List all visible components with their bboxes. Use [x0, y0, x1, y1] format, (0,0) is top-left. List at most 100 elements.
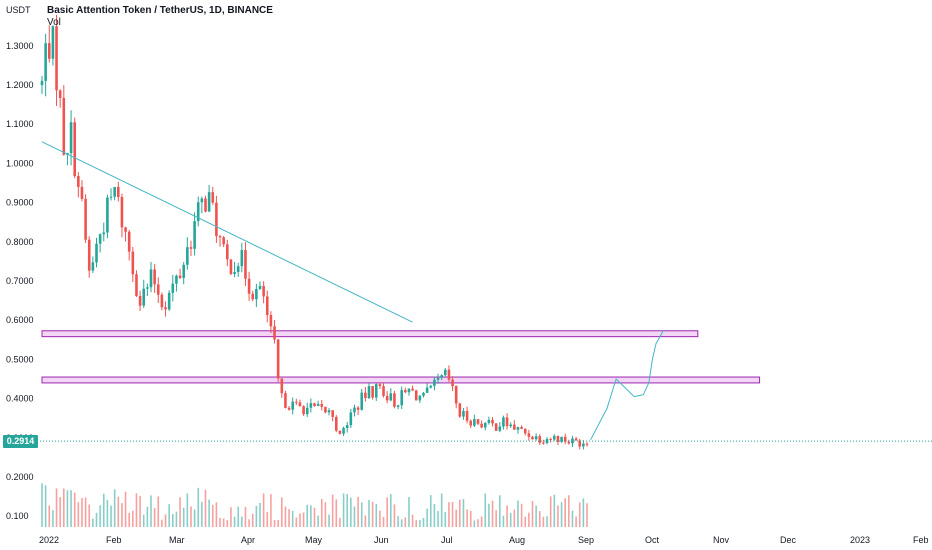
volume-bar — [459, 499, 461, 527]
candle-body — [338, 430, 342, 434]
volume-bar — [317, 515, 319, 527]
volume-bar — [320, 498, 323, 527]
volume-bar — [172, 514, 174, 527]
volume-bar — [477, 519, 479, 527]
y-axis: 0.1000.20000.30000.40000.50000.60000.700… — [6, 41, 34, 521]
volume-bar — [433, 503, 436, 527]
candle-body — [51, 26, 55, 59]
volume-bar — [553, 494, 556, 527]
candle-body — [563, 436, 567, 442]
volume-bar — [357, 496, 359, 527]
x-tick-label: Apr — [241, 535, 255, 545]
volume-bar — [549, 496, 552, 527]
chart-title: Basic Attention Token / TetherUS, 1D, BI… — [47, 5, 273, 16]
price-zone-1 — [41, 330, 699, 338]
volume-bar — [95, 512, 98, 527]
volume-bar — [517, 500, 519, 527]
price-unit-label: USDT — [6, 5, 31, 15]
candle-body — [556, 436, 560, 442]
volume-bar — [52, 510, 54, 527]
candle-body — [444, 369, 447, 376]
candle-body — [320, 403, 324, 407]
candle-body — [80, 186, 84, 199]
volume-bar — [70, 490, 72, 527]
candle-body — [276, 339, 280, 379]
candle-body — [574, 438, 578, 441]
candle-body — [222, 237, 225, 245]
descending-trendline — [41, 141, 413, 323]
candle-body — [291, 401, 294, 410]
candle-body — [393, 393, 396, 407]
volume-bar — [466, 509, 468, 527]
candle-body — [47, 43, 51, 59]
volume-bar — [197, 487, 200, 527]
volume-bar — [204, 489, 207, 527]
candle-body — [186, 247, 189, 265]
volume-bar — [488, 503, 490, 527]
candle-body — [560, 436, 563, 442]
x-tick-label: Feb — [106, 535, 122, 545]
candle-body — [483, 422, 487, 428]
volume-bar — [84, 497, 87, 527]
volume-bar — [117, 496, 120, 527]
x-tick-label: Dec — [780, 535, 797, 545]
y-tick-label: 1.0000 — [6, 158, 34, 168]
candle-body — [269, 315, 273, 327]
drawings — [40, 141, 932, 442]
candle-body — [302, 406, 305, 415]
candle-body — [182, 264, 185, 278]
candle-body — [244, 250, 247, 279]
candle-body — [462, 410, 465, 417]
current-price-badge: 0.2914 — [3, 435, 38, 448]
candle-body — [40, 80, 44, 85]
candle-body — [273, 326, 276, 340]
volume-bar — [73, 492, 76, 527]
candle-body — [138, 295, 142, 306]
candle-body — [538, 436, 542, 443]
volume-bar — [462, 499, 465, 527]
volume-bar — [273, 519, 276, 527]
volume-bar — [233, 516, 236, 527]
volume-bar — [404, 517, 407, 527]
candle-body — [91, 262, 95, 271]
candle-body — [142, 288, 146, 306]
volume-bar — [546, 516, 548, 527]
volume-bar — [411, 514, 414, 527]
candle-body — [331, 410, 334, 417]
volume-bar — [524, 516, 527, 527]
volume-bar — [542, 516, 545, 527]
candle-body — [131, 251, 135, 275]
candle-body — [327, 410, 331, 413]
candle-body — [360, 392, 364, 410]
candle-body — [473, 419, 476, 426]
candle-body — [58, 90, 62, 99]
volume-bar — [382, 517, 385, 527]
projection-path — [590, 330, 664, 441]
candle-body — [258, 285, 262, 289]
volume-bar — [324, 502, 327, 527]
volume-bar — [182, 507, 185, 527]
volume-bar — [437, 510, 439, 527]
volume-bar — [132, 510, 134, 527]
volume-bar — [241, 516, 243, 527]
candle-body — [349, 412, 353, 426]
volume-bar — [339, 517, 341, 527]
candle-body — [189, 247, 193, 249]
volume-bar — [400, 519, 403, 527]
candle-body — [447, 369, 451, 380]
volume-bar — [538, 511, 541, 527]
volume-bar — [179, 497, 181, 527]
support-resistance-zones — [41, 330, 761, 384]
volume-bar — [368, 499, 370, 527]
volume-bar — [237, 506, 239, 527]
volume-bar — [390, 494, 392, 527]
volume-bar — [342, 493, 345, 527]
candle-body — [73, 122, 76, 177]
volume-bar — [455, 509, 457, 527]
candle-body — [494, 423, 498, 431]
candle-body — [196, 202, 200, 222]
volume-bar — [509, 512, 512, 527]
candle-body — [98, 234, 102, 244]
volume-bar — [469, 510, 472, 527]
